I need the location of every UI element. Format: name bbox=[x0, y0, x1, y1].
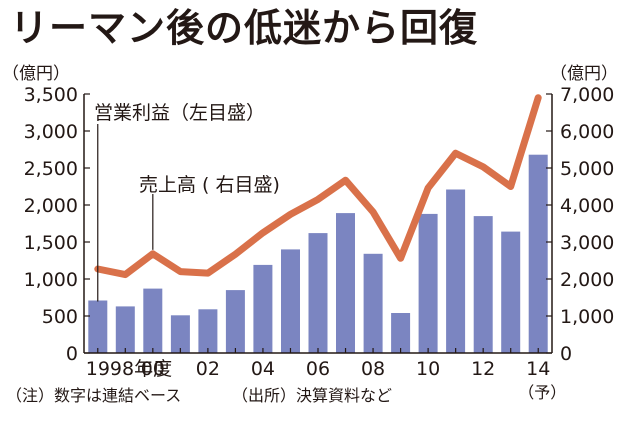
bar-2003 bbox=[225, 290, 245, 353]
callout-layer bbox=[97, 124, 154, 302]
source-note: （出所）決算資料など bbox=[232, 386, 393, 405]
right-tick-label: 2,000 bbox=[560, 269, 614, 291]
x-tick-label: 12 bbox=[471, 358, 495, 380]
left-tick-label: 500 bbox=[42, 306, 78, 328]
bar-2008 bbox=[363, 253, 383, 353]
bar-1998 bbox=[88, 300, 108, 353]
footnote: （注）数字は連結ベース bbox=[6, 386, 182, 405]
x-tick-label: 04 bbox=[251, 358, 275, 380]
bars-layer bbox=[88, 154, 548, 353]
right-tick-label: 6,000 bbox=[560, 121, 614, 143]
right-tick-label: 3,000 bbox=[560, 232, 614, 254]
right-tick-label: 7,000 bbox=[560, 84, 614, 106]
x-tick-label: 14 bbox=[526, 358, 550, 380]
bar-series-label: 営業利益（左目盛） bbox=[94, 102, 265, 124]
bar-1999 bbox=[115, 306, 135, 353]
line-layer bbox=[94, 94, 542, 279]
left-tick-label: 1,500 bbox=[24, 232, 78, 254]
sales-line bbox=[94, 94, 542, 279]
bar-2010 bbox=[418, 213, 438, 353]
left-tick-label: 2,000 bbox=[24, 195, 78, 217]
x-tick-label: 00 bbox=[141, 358, 165, 380]
bar-2009 bbox=[391, 313, 411, 353]
bar-2012 bbox=[473, 216, 493, 353]
x-tick-label: 08 bbox=[361, 358, 385, 380]
x-tick-label: 10 bbox=[416, 358, 440, 380]
line-series-label: 売上高 ( 右目盛) bbox=[139, 174, 280, 196]
bar-2004 bbox=[253, 264, 273, 353]
bar-2001 bbox=[170, 315, 190, 353]
left-tick-label: 2,500 bbox=[24, 158, 78, 180]
bar-2002 bbox=[198, 309, 218, 353]
bar-2006 bbox=[308, 233, 328, 353]
right-tick-label: 4,000 bbox=[560, 195, 614, 217]
bar-2005 bbox=[281, 249, 300, 353]
axes-layer bbox=[83, 93, 553, 354]
right-tick-label: 1,000 bbox=[560, 306, 614, 328]
right-tick-label: 5,000 bbox=[560, 158, 614, 180]
right-axis-unit: （億円） bbox=[550, 64, 618, 84]
bar-2000 bbox=[143, 288, 163, 353]
left-tick-label: 3,000 bbox=[24, 121, 78, 143]
forecast-note: （予） bbox=[518, 383, 566, 402]
left-axis-unit: （億円） bbox=[2, 64, 70, 84]
bar-2014 bbox=[528, 154, 548, 353]
left-tick-label: 0 bbox=[66, 343, 78, 365]
right-tick-label: 0 bbox=[560, 343, 572, 365]
bar-2013 bbox=[501, 231, 521, 353]
x-tick-label: 06 bbox=[306, 358, 330, 380]
left-tick-label: 1,000 bbox=[24, 269, 78, 291]
left-tick-label: 3,500 bbox=[24, 84, 78, 106]
bar-2011 bbox=[446, 189, 466, 353]
bar-2007 bbox=[336, 213, 355, 353]
x-tick-label: 02 bbox=[196, 358, 220, 380]
chart-title: リーマン後の低迷から回復 bbox=[10, 5, 479, 50]
x-tick-label: 1998年度 bbox=[86, 358, 172, 380]
